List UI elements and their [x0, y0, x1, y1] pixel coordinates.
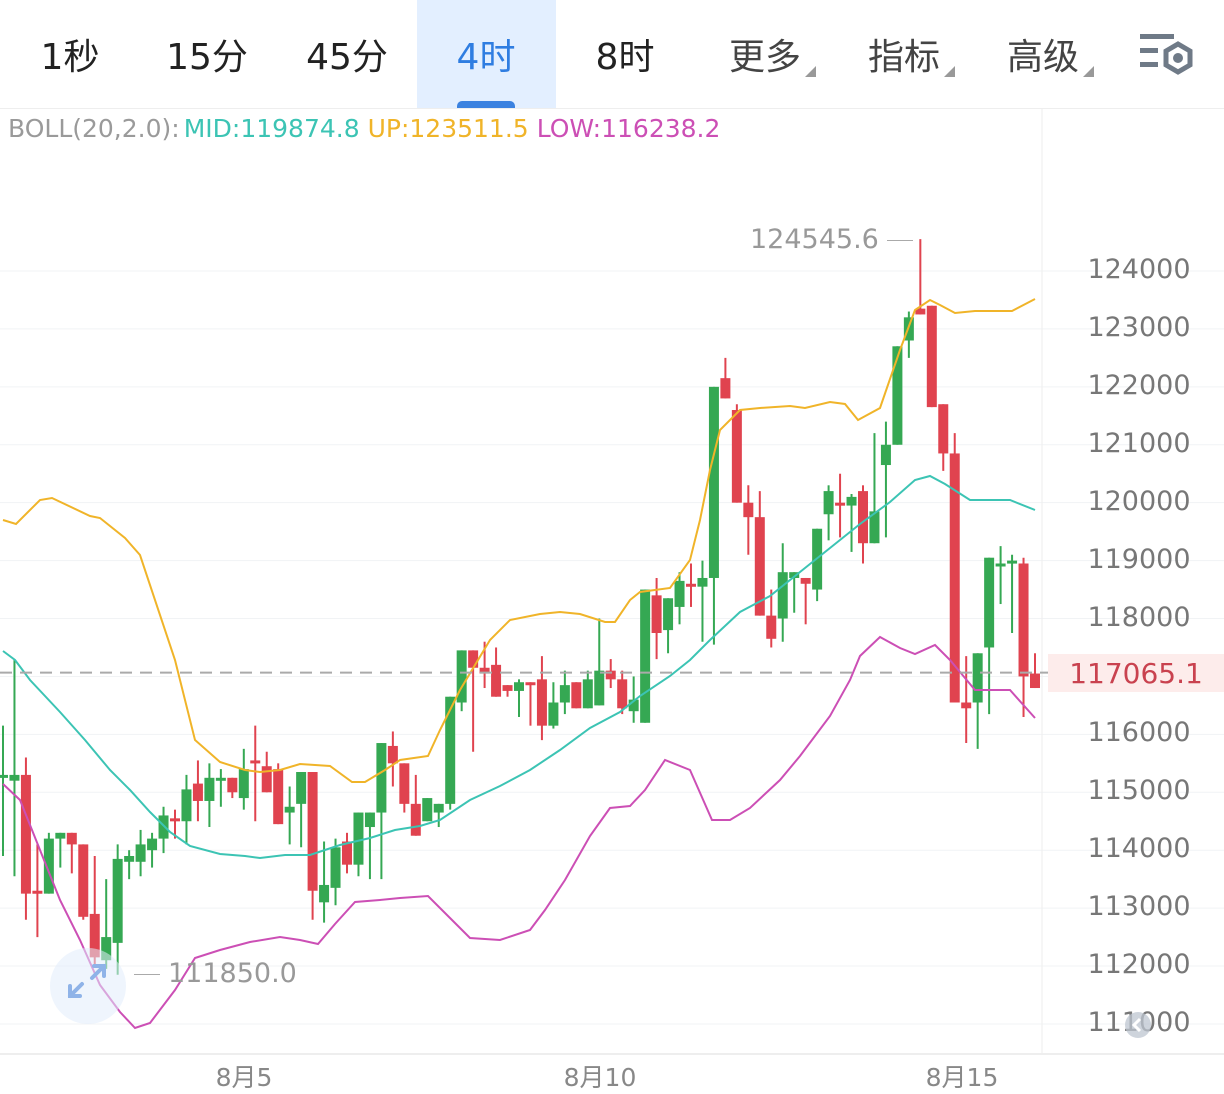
y-axis-label: 118000: [1087, 601, 1191, 633]
y-axis-label: 119000: [1087, 543, 1191, 575]
interval-tab-bar: 1秒 15分 45分 4时 8时 更多 指标 高级: [0, 0, 1224, 109]
boll-legend: BOLL(20,2.0): MID:119874.8 UP:123511.5 LOW:…: [8, 114, 728, 143]
y-axis-label: 124000: [1087, 254, 1191, 285]
y-axis-label: 115000: [1087, 775, 1191, 807]
x-axis-label: 8月10: [563, 1063, 637, 1092]
tab-interval-3[interactable]: 4时: [416, 0, 556, 108]
boll-low: LOW:116238.2: [536, 114, 721, 143]
high-marker: 124545.6: [750, 224, 913, 255]
tab-interval-1[interactable]: 15分: [142, 0, 272, 108]
dropdown-triangle-icon: [805, 66, 816, 77]
menu-dropdown-0[interactable]: 更多: [710, 0, 820, 108]
boll-name: BOLL(20,2.0):: [8, 114, 180, 143]
tab-interval-0[interactable]: 1秒: [10, 0, 130, 108]
y-axis-label: 121000: [1087, 427, 1191, 459]
fullscreen-button[interactable]: [50, 948, 126, 1024]
y-axis-label: 116000: [1087, 717, 1191, 749]
boll-up: UP:123511.5: [367, 114, 529, 143]
tab-interval-4[interactable]: 8时: [565, 0, 685, 108]
chevron-left-icon: [1131, 1017, 1142, 1033]
y-axis-label: 114000: [1087, 833, 1191, 865]
low-marker: 111850.0: [134, 958, 297, 989]
tab-label: 8时: [595, 37, 655, 78]
y-axis-label: 122000: [1087, 369, 1191, 401]
y-axis-label: 123000: [1087, 311, 1191, 343]
menu-dropdown-1[interactable]: 指标: [849, 0, 959, 108]
low-marker-value: 111850.0: [168, 958, 297, 989]
chart-settings-icon[interactable]: [1138, 30, 1196, 80]
dropdown-triangle-icon: [1083, 66, 1094, 77]
high-marker-value: 124545.6: [750, 224, 879, 255]
y-axis-label: 120000: [1087, 485, 1191, 517]
expand-arrows-icon: [68, 964, 106, 998]
candlestick-chart[interactable]: [0, 108, 1224, 1058]
tab-label: 1秒: [40, 37, 100, 78]
y-axis-label: 113000: [1087, 891, 1191, 923]
boll-mid: MID:119874.8: [183, 114, 360, 143]
menu-label: 更多: [728, 37, 801, 78]
tab-label: 15分: [166, 37, 248, 78]
scroll-back-button[interactable]: [1125, 1012, 1151, 1038]
y-axis-label: 112000: [1087, 949, 1191, 981]
tab-label: 4时: [456, 37, 516, 78]
tab-interval-2[interactable]: 45分: [282, 0, 412, 108]
active-tab-indicator: [457, 101, 515, 108]
tab-label: 45分: [306, 37, 388, 78]
menu-label: 指标: [867, 37, 940, 78]
x-axis-label: 8月15: [925, 1063, 999, 1092]
menu-label: 高级: [1006, 37, 1079, 78]
menu-dropdown-2[interactable]: 高级: [988, 0, 1098, 108]
dropdown-triangle-icon: [944, 66, 955, 77]
current-price-tag: 117065.1: [1048, 654, 1224, 692]
x-axis-label: 8月5: [215, 1063, 273, 1092]
